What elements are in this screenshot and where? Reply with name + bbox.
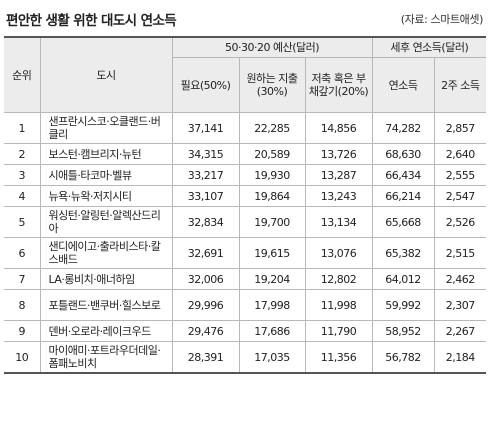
city-cell: 포틀랜드·밴쿠버·힐스보로 xyxy=(39,289,173,321)
annual-cell: 74,282 xyxy=(371,112,435,144)
rank-cell: 4 xyxy=(4,185,41,207)
city-cell: 덴버·오로라·레이크우드 xyxy=(39,320,173,342)
want-cell: 17,035 xyxy=(238,341,306,374)
annual-cell: 64,012 xyxy=(371,268,435,290)
table-row: 2 보스턴·캠브리지·뉴턴 34,315 20,589 13,726 68,63… xyxy=(4,143,487,165)
city-cell: 보스턴·캠브리지·뉴턴 xyxy=(39,143,173,165)
save-cell: 11,356 xyxy=(304,341,373,374)
city-cell: 마이애미·포트라우더데일·폼패노비치 xyxy=(39,341,173,374)
need-cell: 37,141 xyxy=(171,112,240,144)
need-cell: 34,315 xyxy=(171,143,240,165)
two-week-cell: 2,857 xyxy=(433,112,487,144)
city-cell: 샌프란시스코·오클랜드·버클리 xyxy=(39,112,173,144)
city-cell: 샌디에이고·출라비스타·칼스배드 xyxy=(39,237,173,269)
save-cell: 11,790 xyxy=(304,320,373,342)
header-group-budget: 50·30·20 예산(달러) xyxy=(171,36,373,58)
want-cell: 20,589 xyxy=(238,143,306,165)
city-cell: LA·롱비치·애너하임 xyxy=(39,268,173,290)
two-week-cell: 2,307 xyxy=(433,289,487,321)
table-row: 1 샌프란시스코·오클랜드·버클리 37,141 22,285 14,856 7… xyxy=(4,112,487,144)
need-cell: 32,006 xyxy=(171,268,240,290)
header-group-income: 세후 연소득(달러) xyxy=(371,36,487,58)
rank-cell: 7 xyxy=(4,268,41,290)
need-cell: 28,391 xyxy=(171,341,240,374)
need-cell: 32,834 xyxy=(171,206,240,238)
rank-cell: 3 xyxy=(4,164,41,186)
need-cell: 32,691 xyxy=(171,237,240,269)
want-cell: 19,615 xyxy=(238,237,306,269)
two-week-cell: 2,267 xyxy=(433,320,487,342)
table-row: 3 시애틀·타코마·벨뷰 33,217 19,930 13,287 66,434… xyxy=(4,164,487,186)
need-cell: 29,996 xyxy=(171,289,240,321)
want-cell: 17,686 xyxy=(238,320,306,342)
table-row: 10 마이애미·포트라우더데일·폼패노비치 28,391 17,035 11,3… xyxy=(4,341,487,374)
two-week-cell: 2,640 xyxy=(433,143,487,165)
header-two-week: 2주 소득 xyxy=(433,57,487,113)
annual-cell: 58,952 xyxy=(371,320,435,342)
rank-cell: 10 xyxy=(4,341,41,374)
city-cell: 시애틀·타코마·벨뷰 xyxy=(39,164,173,186)
save-cell: 12,802 xyxy=(304,268,373,290)
income-table: 순위 도시 50·30·20 예산(달러) 세후 연소득(달러) 필요(50%)… xyxy=(4,36,487,374)
need-cell: 33,217 xyxy=(171,164,240,186)
want-cell: 19,204 xyxy=(238,268,306,290)
want-cell: 19,864 xyxy=(238,185,306,207)
want-cell: 17,998 xyxy=(238,289,306,321)
rank-cell: 1 xyxy=(4,112,41,144)
city-cell: 워싱턴·알링턴·알렉산드리아 xyxy=(39,206,173,238)
header-want: 원하는 지출(30%) xyxy=(238,57,306,113)
rank-cell: 5 xyxy=(4,206,41,238)
table-row: 8 포틀랜드·밴쿠버·힐스보로 29,996 17,998 11,998 59,… xyxy=(4,289,487,321)
two-week-cell: 2,462 xyxy=(433,268,487,290)
source-note: (자료: 스마트애셋) xyxy=(400,13,484,26)
two-week-cell: 2,184 xyxy=(433,341,487,374)
want-cell: 19,700 xyxy=(238,206,306,238)
save-cell: 13,287 xyxy=(304,164,373,186)
two-week-cell: 2,515 xyxy=(433,237,487,269)
need-cell: 33,107 xyxy=(171,185,240,207)
header-annual: 연소득 xyxy=(371,57,435,113)
save-cell: 13,076 xyxy=(304,237,373,269)
two-week-cell: 2,547 xyxy=(433,185,487,207)
annual-cell: 65,668 xyxy=(371,206,435,238)
header-city: 도시 xyxy=(39,36,173,113)
annual-cell: 66,434 xyxy=(371,164,435,186)
want-cell: 19,930 xyxy=(238,164,306,186)
save-cell: 13,726 xyxy=(304,143,373,165)
two-week-cell: 2,555 xyxy=(433,164,487,186)
table-title: 편안한 생활 위한 대도시 연소득 xyxy=(6,13,177,29)
annual-cell: 65,382 xyxy=(371,237,435,269)
annual-cell: 59,992 xyxy=(371,289,435,321)
table-row: 4 뉴욕·뉴왁·저지시티 33,107 19,864 13,243 66,214… xyxy=(4,185,487,207)
table-row: 9 덴버·오로라·레이크우드 29,476 17,686 11,790 58,9… xyxy=(4,320,487,342)
rank-cell: 9 xyxy=(4,320,41,342)
city-cell: 뉴욕·뉴왁·저지시티 xyxy=(39,185,173,207)
two-week-cell: 2,526 xyxy=(433,206,487,238)
header-need: 필요(50%) xyxy=(172,57,240,113)
header-rank: 순위 xyxy=(4,36,41,113)
save-cell: 11,998 xyxy=(304,289,373,321)
header-save: 저축 혹은 부채갚기(20%) xyxy=(304,57,373,113)
table-row: 5 워싱턴·알링턴·알렉산드리아 32,834 19,700 13,134 65… xyxy=(4,206,487,238)
table-row: 6 샌디에이고·출라비스타·칼스배드 32,691 19,615 13,076 … xyxy=(4,237,487,269)
save-cell: 13,134 xyxy=(304,206,373,238)
rank-cell: 2 xyxy=(4,143,41,165)
want-cell: 22,285 xyxy=(238,112,306,144)
save-cell: 14,856 xyxy=(304,112,373,144)
rank-cell: 6 xyxy=(4,237,41,269)
save-cell: 13,243 xyxy=(304,185,373,207)
annual-cell: 66,214 xyxy=(371,185,435,207)
table-row: 7 LA·롱비치·애너하임 32,006 19,204 12,802 64,01… xyxy=(4,268,487,290)
need-cell: 29,476 xyxy=(171,320,240,342)
annual-cell: 68,630 xyxy=(371,143,435,165)
annual-cell: 56,782 xyxy=(371,341,435,374)
rank-cell: 8 xyxy=(4,289,41,321)
